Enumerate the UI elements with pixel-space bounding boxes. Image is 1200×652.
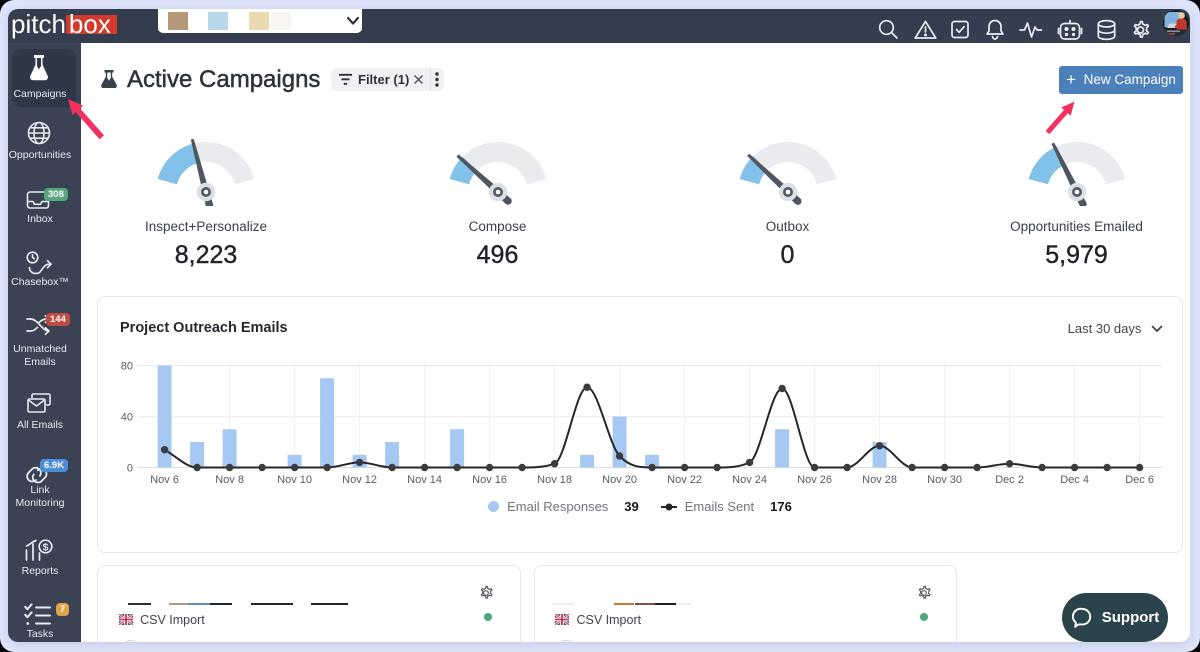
svg-text:Nov 14: Nov 14 — [407, 474, 442, 486]
svg-text:Nov 12: Nov 12 — [342, 474, 377, 486]
svg-text:Nov 26: Nov 26 — [797, 474, 832, 486]
svg-text:Nov 10: Nov 10 — [277, 474, 312, 486]
svg-text:$: $ — [43, 541, 49, 553]
svg-text:Nov 28: Nov 28 — [862, 474, 897, 486]
svg-text:Dec 2: Dec 2 — [995, 474, 1024, 486]
svg-text:Dec 4: Dec 4 — [1060, 474, 1089, 486]
svg-text:Nov 16: Nov 16 — [472, 474, 507, 486]
svg-text:40: 40 — [121, 412, 133, 424]
svg-text:Nov 30: Nov 30 — [927, 474, 962, 486]
svg-text:Dec 6: Dec 6 — [1125, 474, 1154, 486]
svg-text:Nov 6: Nov 6 — [150, 474, 179, 486]
svg-text:Nov 8: Nov 8 — [215, 474, 244, 486]
svg-text:0: 0 — [127, 463, 133, 475]
svg-text:Nov 20: Nov 20 — [602, 474, 637, 486]
svg-text:Nov 22: Nov 22 — [667, 474, 702, 486]
svg-text:80: 80 — [121, 361, 133, 373]
svg-text:Nov 18: Nov 18 — [537, 474, 572, 486]
svg-text:Nov 24: Nov 24 — [732, 474, 767, 486]
